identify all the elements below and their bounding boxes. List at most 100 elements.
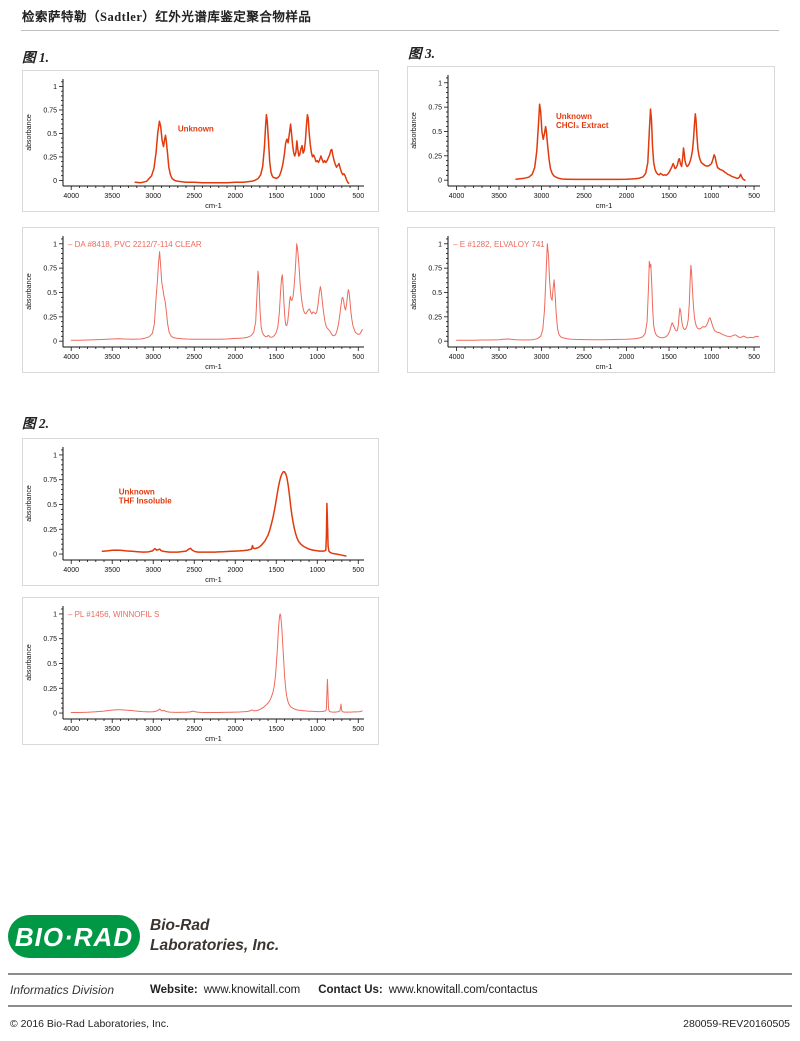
x-tick-label: 1500 <box>661 193 677 200</box>
website-url-link[interactable]: www.knowitall.com <box>203 984 301 996</box>
spectrum-chart-fig1-unknown: 0 0.25 0.5 0.75 1 4000 3500 3000 2500 2000 1500 100… <box>26 79 364 210</box>
x-tick-label: 500 <box>352 567 364 574</box>
y-tick-label: 0.5 <box>432 290 442 297</box>
y-tick-label: 1 <box>53 241 57 248</box>
x-tick-label: 4000 <box>63 726 79 733</box>
company-name-line1: Bio-Rad <box>150 917 210 934</box>
series-label: THF Insoluble <box>119 497 172 506</box>
x-tick-label: 3000 <box>145 567 161 574</box>
y-tick-label: 1 <box>53 611 57 618</box>
x-tick-label: 1000 <box>309 193 325 200</box>
y-tick-label: 0.25 <box>43 686 57 693</box>
x-axis-title: cm-1 <box>205 362 222 371</box>
y-axis-title: absorbance <box>411 112 418 149</box>
x-tick-label: 2000 <box>619 193 635 200</box>
spectrum-trace <box>101 471 347 557</box>
x-axis-title: cm-1 <box>205 201 222 210</box>
document-number: 280059-REV20160505 <box>683 1018 790 1030</box>
header-divider <box>21 30 779 31</box>
x-tick-label: 500 <box>748 193 760 200</box>
y-axis-title: absorbance <box>26 485 33 522</box>
contact-url-link[interactable]: www.knowitall.com/contactus <box>388 984 538 996</box>
contact-us-label: Contact Us: <box>318 984 383 996</box>
y-tick-label: 0.75 <box>43 636 57 643</box>
x-tick-label: 3500 <box>104 567 120 574</box>
spectrum-trace <box>70 613 363 713</box>
y-tick-label: 0.5 <box>432 129 442 136</box>
footer-links: Website: www.knowitall.com Contact Us: www.… <box>150 984 538 996</box>
x-axis-title: cm-1 <box>205 734 222 743</box>
x-tick-label: 4000 <box>449 193 465 200</box>
x-axis-title: cm-1 <box>596 201 613 210</box>
spectrum-trace <box>134 113 350 184</box>
y-tick-label: 0 <box>438 339 442 346</box>
y-tick-label: 1 <box>438 241 442 248</box>
x-tick-label: 500 <box>352 726 364 733</box>
series-label: Unknown <box>119 488 155 497</box>
x-axis-title: cm-1 <box>596 362 613 371</box>
bio-rad-logo-text: BIO·RAD <box>14 921 134 952</box>
spectrum-chart-fig3-unknown: 0 0.25 0.5 0.75 1 4000 3500 3000 2500 2000 1500 100… <box>411 75 760 210</box>
x-tick-label: 3500 <box>104 726 120 733</box>
y-tick-label: 0.25 <box>43 527 57 534</box>
x-tick-label: 2000 <box>227 354 243 361</box>
y-tick-label: 0.25 <box>43 314 57 321</box>
y-tick-label: 0 <box>53 711 57 718</box>
spectrum-panel-fig2-library: 0 0.25 0.5 0.75 1 4000 3500 3000 2500 2000 1500 100… <box>22 597 379 745</box>
y-tick-label: 1 <box>438 80 442 87</box>
spectrum-panel-fig1-unknown: 0 0.25 0.5 0.75 1 4000 3500 3000 2500 2000 1500 100… <box>22 70 379 212</box>
y-axis-title: absorbance <box>26 644 33 681</box>
series-label: – PL #1456, WINNOFIL S <box>68 610 159 619</box>
y-tick-label: 0.75 <box>428 266 442 273</box>
x-tick-label: 3500 <box>104 354 120 361</box>
x-tick-label: 3500 <box>491 354 507 361</box>
x-tick-label: 3000 <box>534 193 550 200</box>
x-tick-label: 1000 <box>704 354 720 361</box>
spectrum-panel-fig2-unknown: 0 0.25 0.5 0.75 1 4000 3500 3000 2500 2000 1500 100… <box>22 438 379 586</box>
x-tick-label: 1500 <box>268 726 284 733</box>
x-tick-label: 2500 <box>186 567 202 574</box>
informatics-division-label: Informatics Division <box>10 983 115 997</box>
y-tick-label: 0.75 <box>428 105 442 112</box>
y-tick-label: 1 <box>53 452 57 459</box>
x-tick-label: 3000 <box>145 354 161 361</box>
x-tick-label: 1000 <box>704 193 720 200</box>
x-tick-label: 1500 <box>268 193 284 200</box>
y-tick-label: 0.5 <box>47 131 57 138</box>
y-tick-label: 0.75 <box>43 266 57 273</box>
x-tick-label: 500 <box>748 354 760 361</box>
x-tick-label: 2500 <box>186 193 202 200</box>
copyright-text: © 2016 Bio-Rad Laboratories, Inc. <box>10 1018 169 1030</box>
footer-divider-top <box>8 973 792 975</box>
series-label: – E #1282, ELVALOY 741 <box>453 240 545 249</box>
x-tick-label: 4000 <box>63 193 79 200</box>
y-tick-label: 0 <box>53 178 57 185</box>
spectrum-chart-fig3-library: 0 0.25 0.5 0.75 1 4000 3500 3000 2500 2000 1500 100… <box>411 236 760 371</box>
y-tick-label: 1 <box>53 84 57 91</box>
y-tick-label: 0.75 <box>43 107 57 114</box>
x-tick-label: 3500 <box>491 193 507 200</box>
x-tick-label: 4000 <box>63 354 79 361</box>
y-tick-label: 0.5 <box>47 661 57 668</box>
y-tick-label: 0.25 <box>43 154 57 161</box>
x-tick-label: 1000 <box>309 567 325 574</box>
y-axis-title: absorbance <box>411 273 418 310</box>
y-tick-label: 0.25 <box>428 314 442 321</box>
y-tick-label: 0.5 <box>47 290 57 297</box>
footer-divider-bottom <box>8 1005 792 1007</box>
spectrum-chart-fig1-library: 0 0.25 0.5 0.75 1 4000 3500 3000 2500 2000 1500 100… <box>26 236 364 371</box>
spectrum-panel-fig3-unknown: 0 0.25 0.5 0.75 1 4000 3500 3000 2500 2000 1500 100… <box>407 66 775 212</box>
x-tick-label: 1000 <box>309 726 325 733</box>
x-tick-label: 500 <box>352 354 364 361</box>
x-tick-label: 3000 <box>145 726 161 733</box>
x-tick-label: 2000 <box>227 567 243 574</box>
x-tick-label: 1500 <box>661 354 677 361</box>
figure-3-label: 图 3. <box>408 46 435 61</box>
company-name-line2: Laboratories, Inc. <box>150 937 280 954</box>
x-tick-label: 2500 <box>186 354 202 361</box>
x-tick-label: 1500 <box>268 354 284 361</box>
y-tick-label: 0.5 <box>47 502 57 509</box>
x-tick-label: 500 <box>352 193 364 200</box>
y-tick-label: 0.25 <box>428 153 442 160</box>
